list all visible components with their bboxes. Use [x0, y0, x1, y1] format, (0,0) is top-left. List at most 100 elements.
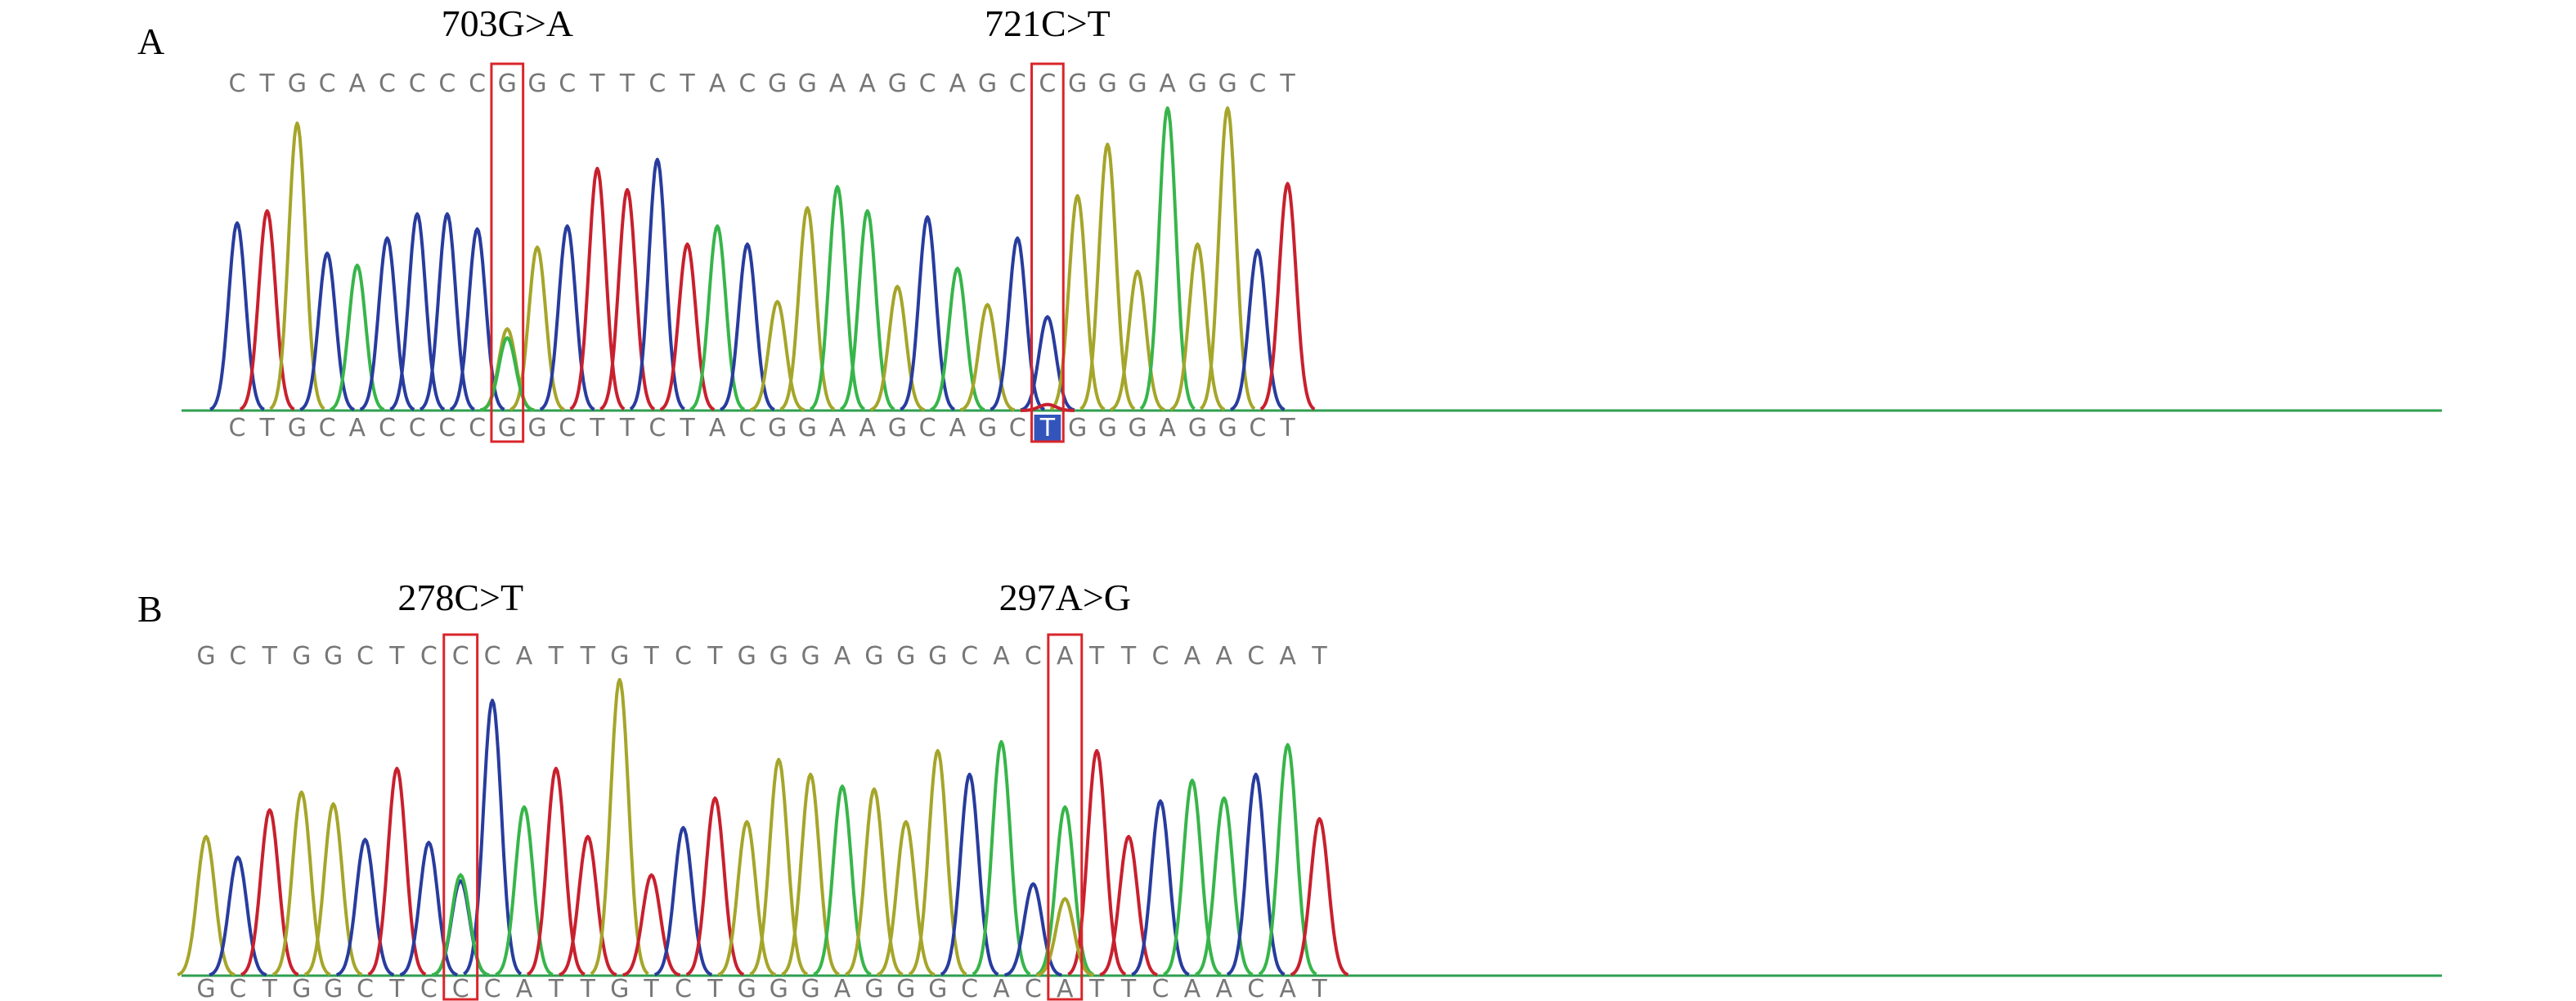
trace-peak	[930, 267, 985, 411]
top-base-call: G	[292, 642, 311, 671]
top-base-call: C	[409, 70, 426, 98]
trace-peak	[495, 805, 554, 976]
bottom-base-call: T	[1039, 414, 1056, 442]
trace-peak	[960, 303, 1015, 412]
bottom-base-call: T	[580, 975, 596, 1001]
trace-peak	[685, 796, 745, 976]
mutation-label: 721C>T	[985, 2, 1111, 44]
trace-peak	[845, 787, 904, 976]
bottom-base-call: T	[707, 975, 723, 1001]
mutation-box	[442, 633, 479, 1001]
bottom-base-call: G	[292, 975, 311, 1001]
trace-peak	[527, 766, 586, 976]
top-base-call: A	[349, 70, 366, 98]
trace-peak	[599, 187, 656, 411]
top-base-call: T	[388, 642, 405, 671]
trace-peak	[449, 227, 505, 411]
bottom-base-call: T	[589, 414, 605, 442]
top-base-call: A	[829, 70, 846, 98]
bottom-base-call: A	[829, 414, 846, 442]
bottom-base-call: A	[859, 414, 876, 442]
top-base-call: T	[619, 70, 635, 98]
top-base-call: C	[452, 642, 469, 671]
top-base-call: A	[1057, 642, 1074, 671]
top-base-call: T	[262, 642, 278, 671]
bottom-base-call: T	[679, 414, 695, 442]
trace-peak	[1195, 796, 1254, 976]
top-base-call: G	[196, 642, 215, 671]
trace-peak	[972, 740, 1031, 976]
bottom-base-call: G	[770, 975, 788, 1001]
trace-peak	[399, 841, 458, 976]
trace-peak	[839, 209, 895, 411]
trace-peak	[810, 185, 865, 411]
bottom-base-call: A	[516, 975, 533, 1001]
top-base-call: C	[961, 642, 978, 671]
bottom-base-call: G	[324, 975, 343, 1001]
top-base-call: A	[859, 70, 876, 98]
top-base-call: C	[484, 642, 501, 671]
bottom-base-call: G	[896, 975, 915, 1001]
trace-peak	[940, 772, 999, 976]
bottom-base-call: A	[1216, 975, 1233, 1001]
bottom-base-call: G	[1188, 414, 1207, 442]
bottom-base-call: G	[801, 975, 819, 1001]
trace-peak	[1230, 248, 1286, 411]
top-base-call: T	[548, 642, 564, 671]
top-base-call: G	[498, 70, 517, 98]
bottom-base-call: G	[978, 414, 997, 442]
trace-peak	[749, 757, 809, 976]
top-base-call: A	[1184, 642, 1201, 671]
trace-peak	[622, 873, 681, 977]
top-base-call: G	[288, 70, 307, 98]
trace-peak	[990, 236, 1045, 411]
top-base-call: A	[516, 642, 533, 671]
top-base-call: C	[229, 70, 246, 98]
top-base-call: G	[801, 642, 819, 671]
bottom-base-call: T	[548, 975, 564, 1001]
top-base-call: T	[1311, 642, 1327, 671]
secondary-peak	[431, 873, 490, 977]
top-base-call: G	[738, 642, 756, 671]
trace-peak	[1169, 242, 1226, 411]
bottom-base-call: C	[438, 414, 456, 442]
trace-peak	[1110, 269, 1165, 411]
top-base-call: T	[1279, 70, 1295, 98]
trace-peak	[335, 837, 395, 976]
bottom-base-call: G	[288, 414, 307, 442]
bottom-base-call: C	[229, 414, 246, 442]
top-base-call: G	[610, 642, 629, 671]
trace-peak	[269, 121, 325, 411]
trace-peak	[1259, 182, 1316, 411]
top-base-call: C	[648, 70, 666, 98]
bottom-base-call: C	[1249, 414, 1266, 442]
trace-peak	[509, 245, 565, 411]
bottom-base-call: A	[1057, 975, 1074, 1001]
bottom-base-call: A	[349, 414, 366, 442]
bottom-base-call: C	[738, 414, 756, 442]
trace-peak	[1004, 882, 1062, 977]
bottom-base-call: A	[834, 975, 851, 1001]
trace-peak	[813, 784, 872, 976]
top-base-call: G	[770, 642, 788, 671]
trace-peak	[177, 834, 236, 976]
mutation-label: 703G>A	[442, 2, 573, 44]
bottom-base-call: C	[229, 975, 246, 1001]
top-base-call: C	[738, 70, 756, 98]
bottom-base-call: C	[452, 975, 469, 1001]
bottom-base-call: T	[388, 975, 405, 1001]
bottom-base-call: C	[1152, 975, 1169, 1001]
top-base-call: T	[679, 70, 695, 98]
trace-peak	[653, 826, 713, 976]
trace-peak	[419, 212, 475, 411]
top-base-call: G	[864, 642, 883, 671]
top-base-call: A	[1279, 642, 1296, 671]
top-base-call: C	[420, 642, 438, 671]
top-base-call: A	[949, 70, 967, 98]
bottom-base-call: C	[1009, 414, 1026, 442]
top-base-call: T	[1120, 642, 1137, 671]
trace-peak	[659, 242, 716, 411]
bottom-base-call: C	[559, 414, 576, 442]
trace-peak	[750, 299, 806, 412]
